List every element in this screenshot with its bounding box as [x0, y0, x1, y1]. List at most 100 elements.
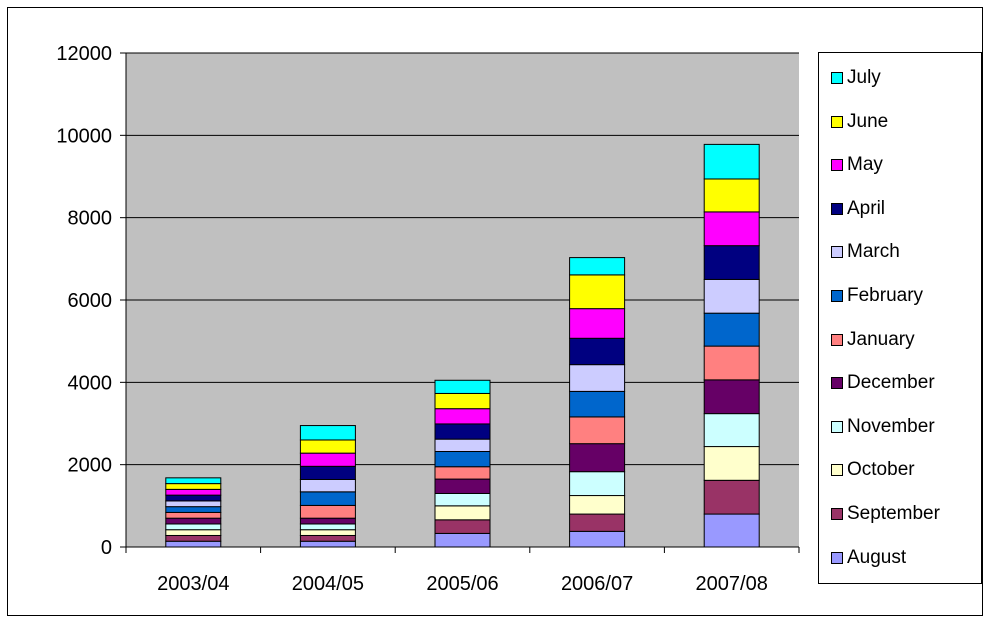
y-tick-label: 12000 — [56, 43, 112, 65]
axes: 0 2000 4000 6000 8000 10000 12000 2003/04 2004/0… — [56, 43, 800, 595]
bar-segment-november-2003-04 — [165, 523, 222, 531]
bar-segment-august-2003-04 — [165, 540, 222, 548]
legend-swatch — [831, 551, 843, 564]
bar-segment-january-2003-04 — [165, 511, 222, 519]
legend-label: January — [847, 328, 915, 350]
bar-segment-april-2004-05 — [299, 465, 356, 480]
bar-segment-november-2005-06 — [434, 492, 491, 507]
bar-segment-september-2005-06 — [434, 519, 491, 534]
legend-item-november: November — [831, 416, 935, 438]
legend-item-july: July — [831, 67, 881, 89]
y-tick-label: 10000 — [56, 125, 112, 147]
bar-segment-december-2003-04 — [165, 517, 222, 525]
legend-label: September — [847, 503, 940, 524]
bar-segment-august-2005-06 — [434, 532, 491, 548]
bar-segment-february-2003-04 — [165, 506, 222, 513]
bar-segment-august-2006-07 — [569, 530, 626, 548]
bar-segment-april-2007-08 — [703, 245, 760, 280]
bar-segment-july-2005-06 — [434, 379, 491, 394]
bar-segment-june-2005-06 — [434, 392, 491, 410]
bar-segment-august-2004-05 — [299, 540, 356, 548]
bar-segment-march-2005-06 — [434, 438, 491, 452]
legend-item-february: February — [831, 285, 923, 307]
bar-segment-may-2006-07 — [569, 308, 626, 339]
bar-segment-january-2005-06 — [434, 466, 491, 480]
legend-swatch — [831, 159, 843, 172]
legend-item-january: January — [831, 329, 915, 351]
x-tick-label: 2004/05 — [292, 573, 364, 595]
bar-segment-december-2005-06 — [434, 478, 491, 494]
bar-segment-february-2006-07 — [569, 390, 626, 418]
legend-label: February — [847, 285, 924, 306]
bar-segment-october-2006-07 — [569, 495, 626, 515]
legend-swatch — [831, 246, 843, 259]
legend-label: December — [847, 372, 935, 394]
bar-segment-january-2007-08 — [703, 345, 760, 381]
bar-segment-october-2004-05 — [299, 529, 356, 536]
bar-segment-june-2007-08 — [703, 178, 760, 213]
legend-swatch — [831, 420, 843, 433]
bar-segment-september-2003-04 — [165, 534, 222, 542]
legend-item-october: October — [831, 459, 915, 481]
bar-segment-november-2006-07 — [569, 471, 626, 497]
bar-segment-march-2007-08 — [703, 278, 760, 314]
legend-item-march: March — [831, 241, 900, 263]
bar-segment-january-2006-07 — [569, 416, 626, 445]
bar-segment-august-2007-08 — [703, 513, 760, 548]
bars — [165, 143, 760, 548]
legend-label: November — [847, 415, 935, 437]
bar-segment-october-2003-04 — [165, 529, 222, 536]
bar-segment-july-2003-04 — [165, 477, 222, 485]
legend-label: April — [847, 197, 886, 219]
x-tick-label: 2003/04 — [157, 573, 229, 595]
bar-segment-december-2006-07 — [569, 443, 626, 473]
bar-segment-march-2004-05 — [299, 478, 356, 493]
legend-swatch — [831, 333, 843, 346]
bar-segment-july-2006-07 — [569, 257, 626, 276]
bar-segment-february-2004-05 — [299, 491, 356, 506]
legend-item-june: June — [831, 111, 888, 133]
x-tick-label: 2005/06 — [426, 573, 498, 595]
legend-swatch — [831, 508, 843, 520]
y-tick-label: 4000 — [68, 372, 113, 394]
bar-segment-may-2003-04 — [165, 488, 222, 496]
bar-segment-april-2006-07 — [569, 337, 626, 366]
y-tick-label: 0 — [101, 537, 112, 559]
bar-segment-july-2007-08 — [703, 143, 760, 180]
bar-segment-may-2007-08 — [703, 211, 760, 247]
legend-item-april: April — [831, 198, 885, 220]
legend-swatch — [831, 72, 843, 84]
x-tick-label: 2006/07 — [561, 573, 633, 595]
bar-segment-october-2007-08 — [703, 446, 760, 481]
y-tick-label: 6000 — [68, 290, 113, 312]
bar-segment-march-2006-07 — [569, 364, 626, 392]
legend-label: October — [847, 459, 915, 481]
legend-item-august: August — [831, 547, 906, 569]
bar-segment-february-2005-06 — [434, 450, 491, 468]
legend-label: May — [847, 154, 883, 176]
legend-swatch — [831, 202, 843, 215]
legend-item-september: September — [831, 503, 940, 525]
legend-swatch — [831, 290, 843, 302]
legend-label: March — [847, 241, 900, 263]
bar-segment-december-2007-08 — [703, 379, 760, 415]
bar-segment-may-2005-06 — [434, 408, 491, 425]
bar-segment-june-2006-07 — [569, 274, 626, 310]
bar-segment-september-2007-08 — [703, 479, 760, 515]
x-tick-label: 2007/08 — [696, 573, 768, 595]
legend-label: August — [847, 546, 907, 568]
bar-segment-may-2004-05 — [299, 452, 356, 467]
legend-swatch — [831, 377, 843, 390]
y-tick-label: 8000 — [68, 208, 113, 230]
legend-item-december: December — [831, 372, 935, 394]
bar-segment-february-2007-08 — [703, 312, 760, 347]
bar-segment-september-2004-05 — [299, 534, 356, 542]
bar-segment-march-2003-04 — [165, 500, 222, 508]
legend-item-may: May — [831, 154, 883, 176]
legend-swatch — [831, 115, 843, 128]
legend-label: July — [847, 67, 881, 88]
bar-segment-november-2007-08 — [703, 413, 760, 448]
bar-segment-october-2005-06 — [434, 505, 491, 521]
bar-segment-january-2004-05 — [299, 504, 356, 519]
